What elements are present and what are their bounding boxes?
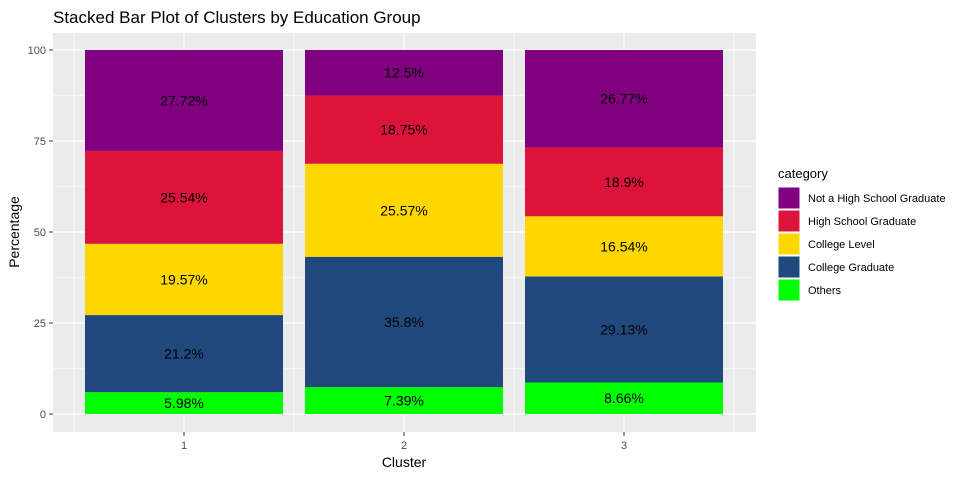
bar-segment	[525, 382, 723, 414]
legend-label: Not a High School Graduate	[808, 193, 946, 205]
legend-key	[777, 186, 801, 210]
x-axis-title: Cluster	[382, 454, 427, 470]
bar-segment	[305, 49, 503, 96]
bar-segment	[525, 50, 723, 148]
data-label: 26.77%	[600, 91, 647, 107]
legend-label: Others	[808, 285, 842, 297]
legend-key	[777, 232, 801, 256]
bar-segment	[85, 315, 283, 393]
data-label: 35.8%	[384, 314, 424, 330]
data-label: 18.75%	[380, 122, 427, 138]
bar-segment	[525, 147, 723, 217]
x-tick-label: 2	[401, 440, 407, 452]
legend-label: College Graduate	[808, 262, 894, 274]
y-tick-label: 100	[28, 45, 46, 57]
data-label: 21.2%	[164, 346, 204, 362]
data-label: 7.39%	[384, 393, 424, 409]
bar-segment	[305, 256, 503, 388]
bar-segment	[525, 216, 723, 277]
bar-segment	[85, 150, 283, 244]
legend-key	[777, 255, 801, 279]
y-tick-label: 50	[34, 227, 46, 239]
data-label: 19.57%	[160, 271, 207, 287]
x-tick-label: 3	[621, 440, 627, 452]
bar-segment	[305, 387, 503, 414]
legend-label: College Level	[808, 239, 875, 251]
data-label: 25.54%	[160, 189, 207, 205]
bar-segment	[85, 49, 283, 151]
y-axis: 0 25 50 75 100	[28, 45, 53, 421]
bar-segment	[525, 276, 723, 383]
legend-label: High School Graduate	[808, 216, 916, 228]
y-tick-label: 75	[34, 136, 46, 148]
data-label: 27.72%	[160, 92, 207, 108]
bar-segment	[305, 95, 503, 164]
chart-title: Stacked Bar Plot of Clusters by Educatio…	[53, 8, 421, 27]
bar-segment	[305, 163, 503, 257]
data-label: 8.66%	[604, 390, 644, 406]
legend-key	[777, 278, 801, 302]
data-labels: 5.98% 21.2% 19.57% 25.54% 27.72% 7.39% 35.8% 25…	[160, 65, 647, 411]
legend-title: category	[778, 166, 828, 181]
bars	[85, 49, 723, 414]
y-tick-label: 25	[34, 318, 46, 330]
legend: category Not a High School Graduate High …	[777, 166, 946, 302]
y-tick-label: 0	[40, 409, 46, 421]
data-label: 16.54%	[600, 238, 647, 254]
bar-segment	[85, 392, 283, 414]
data-label: 29.13%	[600, 321, 647, 337]
y-axis-title: Percentage	[6, 196, 22, 268]
bar-segment	[85, 243, 283, 316]
x-axis: 1 2 3	[181, 432, 627, 452]
x-tick-label: 1	[181, 440, 187, 452]
data-label: 25.57%	[380, 202, 427, 218]
data-label: 5.98%	[164, 395, 204, 411]
legend-key	[777, 209, 801, 233]
data-label: 18.9%	[604, 174, 644, 190]
data-label: 12.5%	[384, 65, 424, 81]
